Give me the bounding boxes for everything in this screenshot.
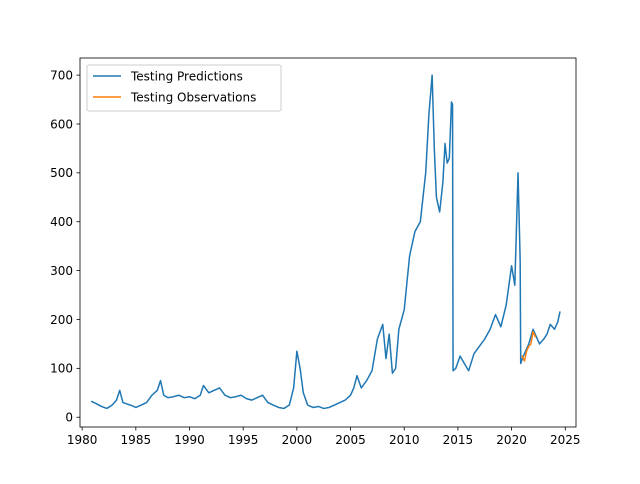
x-tick-label: 1980 [67, 433, 98, 447]
axes-frame [79, 57, 577, 428]
x-tick-label: 1990 [174, 433, 205, 447]
x-tick-label: 1985 [121, 433, 152, 447]
x-tick-label: 2010 [389, 433, 420, 447]
x-tick-label: 2000 [282, 433, 313, 447]
x-tick-label: 2020 [496, 433, 527, 447]
x-tick-label: 1995 [228, 433, 259, 447]
y-tick-label: 400 [50, 215, 73, 229]
plot-area [90, 74, 561, 410]
x-tick-label: 2015 [443, 433, 474, 447]
legend-label-testing-predictions: Testing Predictions [130, 69, 243, 83]
x-tick-label: 2005 [335, 433, 366, 447]
series-line-testing-predictions [90, 74, 561, 410]
y-tick-label: 200 [50, 313, 73, 327]
legend-label-testing-observations: Testing Observations [130, 90, 256, 104]
y-tick-label: 100 [50, 362, 73, 376]
axes: 1980 1985 1990 1995 2000 2005 2010 2015 2020 2025… [50, 57, 581, 447]
y-tick-label: 0 [65, 411, 73, 425]
y-tick-label: 300 [50, 264, 73, 278]
y-tick-label: 500 [50, 166, 73, 180]
legend-frame [86, 64, 282, 112]
y-tick-label: 700 [50, 68, 73, 82]
y-tick-label: 600 [50, 117, 73, 131]
x-tick-label: 2025 [550, 433, 581, 447]
series-line-testing-observations [521, 330, 537, 362]
legend: Testing Predictions Testing Observations [86, 64, 282, 112]
